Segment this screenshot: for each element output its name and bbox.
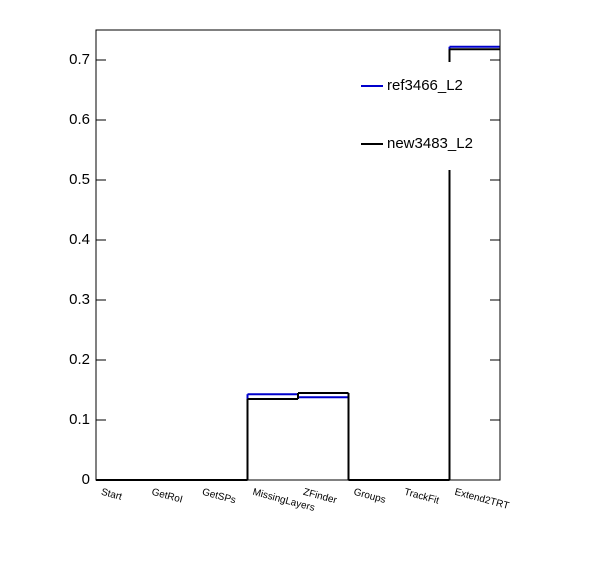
y-tick-label: 0.2: [69, 351, 90, 368]
y-tick-label: 0.5: [69, 171, 90, 188]
x-tick-label: Start: [100, 487, 123, 503]
y-tick-label: 0.6: [69, 111, 90, 128]
y-tick-label: 0.4: [69, 231, 90, 248]
y-tick-label: 0.1: [69, 411, 90, 428]
legend-label: new3483_L2: [387, 135, 473, 152]
y-tick-label: 0: [82, 471, 90, 488]
plot-frame: [95, 29, 501, 481]
legend-box: [355, 62, 487, 170]
legend-label: ref3466_L2: [387, 77, 463, 94]
y-tick-label: 0.7: [69, 51, 90, 68]
y-tick-label: 0.3: [69, 291, 90, 308]
